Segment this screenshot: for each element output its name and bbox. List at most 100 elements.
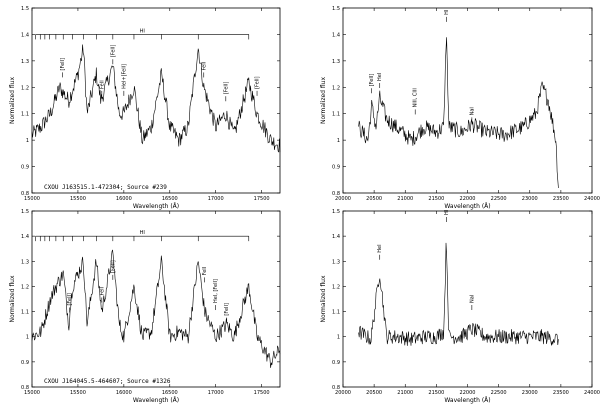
x-tick-label: 22500 <box>491 390 507 396</box>
y-tick-label: 1 <box>26 138 29 144</box>
x-axis-label: Wavelength (Å) <box>133 397 179 404</box>
line-id-label: [FeII] <box>223 82 229 95</box>
x-tick-label: 16500 <box>162 196 178 202</box>
source-annotation: CXOU J163515.1-472304; Source #239 <box>44 184 167 191</box>
line-id-label: [FeII] <box>110 45 116 58</box>
hi-series-label: HI <box>140 28 145 34</box>
y-tick-label: 1.2 <box>332 284 340 290</box>
plot-frame <box>342 210 593 388</box>
y-axis-label: Normalized flux <box>320 275 327 323</box>
y-axis-label: Normalized flux <box>9 275 16 323</box>
y-axis-label: Normalized flux <box>320 77 327 125</box>
y-tick-label: 1.3 <box>332 259 340 265</box>
y-tick-label: 1.4 <box>332 234 340 240</box>
x-tick-label: 22500 <box>491 196 507 202</box>
line-id-label: [FeII] <box>67 293 73 306</box>
y-tick-label: 0.8 <box>21 191 29 197</box>
line-id-label: FeII <box>99 80 105 89</box>
y-tick-label: 1.5 <box>332 6 340 12</box>
y-tick-label: 1.3 <box>21 259 29 265</box>
line-id-label: [FeII] <box>110 260 116 273</box>
line-id-label: HI <box>444 210 450 215</box>
x-tick-label: 20000 <box>335 390 351 396</box>
y-axis-label: Normalized flux <box>9 77 16 125</box>
y-tick-label: 1.3 <box>21 59 29 65</box>
spectrum-panel-3: 15000 15500 16000 16500 17000 17500 0.8 0.9 1 1.1… <box>9 209 281 404</box>
line-id-label: HeI+[FeII] <box>121 64 127 89</box>
spectrum-line <box>31 44 281 153</box>
x-tick-label: 15500 <box>70 390 86 396</box>
y-tick-label: 1.4 <box>21 234 29 240</box>
line-id-label: HeI <box>377 244 383 252</box>
line-id-label: HI <box>444 10 450 15</box>
x-tick-label: 16000 <box>116 390 132 396</box>
x-tick-label: 21000 <box>397 390 413 396</box>
x-axis-label: Wavelength (Å) <box>444 203 490 210</box>
line-id-label: [FeII] <box>255 76 261 89</box>
x-tick-label: 23500 <box>553 196 569 202</box>
x-tick-label: 23500 <box>553 390 569 396</box>
x-tick-label: 17500 <box>254 390 270 396</box>
y-tick-label: 1.3 <box>332 59 340 65</box>
spectrum-panel-1: 15000 15500 16000 16500 17000 17500 0.8 0.9 1 1.1… <box>9 6 281 210</box>
line-id-label: NaI <box>469 107 475 115</box>
y-tick-label: 0.9 <box>21 360 29 366</box>
line-id-label: NIII, CIII <box>413 88 419 107</box>
y-tick-label: 1 <box>26 335 29 341</box>
line-id-label: FeII <box>99 287 105 296</box>
x-tick-label: 17500 <box>254 196 270 202</box>
hi-series-label: HI <box>140 230 145 236</box>
line-id-label: HeI, [FeII] <box>213 279 219 303</box>
x-tick-label: 15000 <box>24 196 40 202</box>
line-id-label: NaI <box>469 295 475 303</box>
x-tick-label: 22000 <box>460 390 476 396</box>
y-tick-label: 0.8 <box>332 385 340 391</box>
y-tick-label: 1 <box>337 335 340 341</box>
spectrum-panel-2: 20000 20500 21000 21500 22000 22500 23000 23500… <box>320 6 600 210</box>
y-tick-label: 1 <box>337 138 340 144</box>
x-tick-label: 21500 <box>428 390 444 396</box>
line-id-label: FeII <box>201 62 207 71</box>
spectrum-line <box>358 37 559 189</box>
x-tick-label: 23000 <box>522 390 538 396</box>
x-tick-label: 17000 <box>208 390 224 396</box>
y-tick-label: 1.1 <box>332 112 340 118</box>
y-tick-label: 1.5 <box>332 209 340 215</box>
x-tick-label: 20500 <box>366 390 382 396</box>
x-tick-label: 17000 <box>208 196 224 202</box>
y-tick-label: 0.9 <box>332 165 340 171</box>
spectrum-line <box>358 242 559 346</box>
y-tick-label: 0.8 <box>21 385 29 391</box>
x-tick-label: 24000 <box>584 390 600 396</box>
line-id-label: [FeII] <box>60 58 66 71</box>
spectrum-panel-4: 20000 20500 21000 21500 22000 22500 23000 23500… <box>320 209 600 404</box>
y-tick-label: 0.9 <box>21 165 29 171</box>
y-tick-label: 1.2 <box>21 284 29 290</box>
line-id-label: [FeII] <box>224 303 230 316</box>
x-tick-label: 21500 <box>428 196 444 202</box>
y-tick-label: 1.2 <box>332 85 340 91</box>
line-id-label: FeII <box>202 267 208 276</box>
y-tick-label: 1.1 <box>21 310 29 316</box>
x-tick-label: 20000 <box>335 196 351 202</box>
y-tick-label: 1.1 <box>21 112 29 118</box>
y-tick-label: 0.9 <box>332 360 340 366</box>
plot-frame <box>31 210 281 388</box>
x-axis-label: Wavelength (Å) <box>133 203 179 210</box>
plot-frame <box>31 7 281 194</box>
y-tick-label: 1.1 <box>332 310 340 316</box>
line-id-label: [FeII] <box>369 74 375 87</box>
x-axis-label: Wavelength (Å) <box>444 397 490 404</box>
x-tick-label: 21000 <box>397 196 413 202</box>
x-tick-label: 15000 <box>24 390 40 396</box>
x-tick-label: 20500 <box>366 196 382 202</box>
x-tick-label: 15500 <box>70 196 86 202</box>
x-tick-label: 24000 <box>584 196 600 202</box>
x-tick-label: 22000 <box>460 196 476 202</box>
spectrum-line <box>31 249 281 368</box>
source-annotation: CXOU J164045.5-464607; Source #1326 <box>44 378 171 385</box>
y-tick-label: 1.5 <box>21 6 29 12</box>
y-tick-label: 1.2 <box>21 85 29 91</box>
y-tick-label: 1.4 <box>21 32 29 38</box>
